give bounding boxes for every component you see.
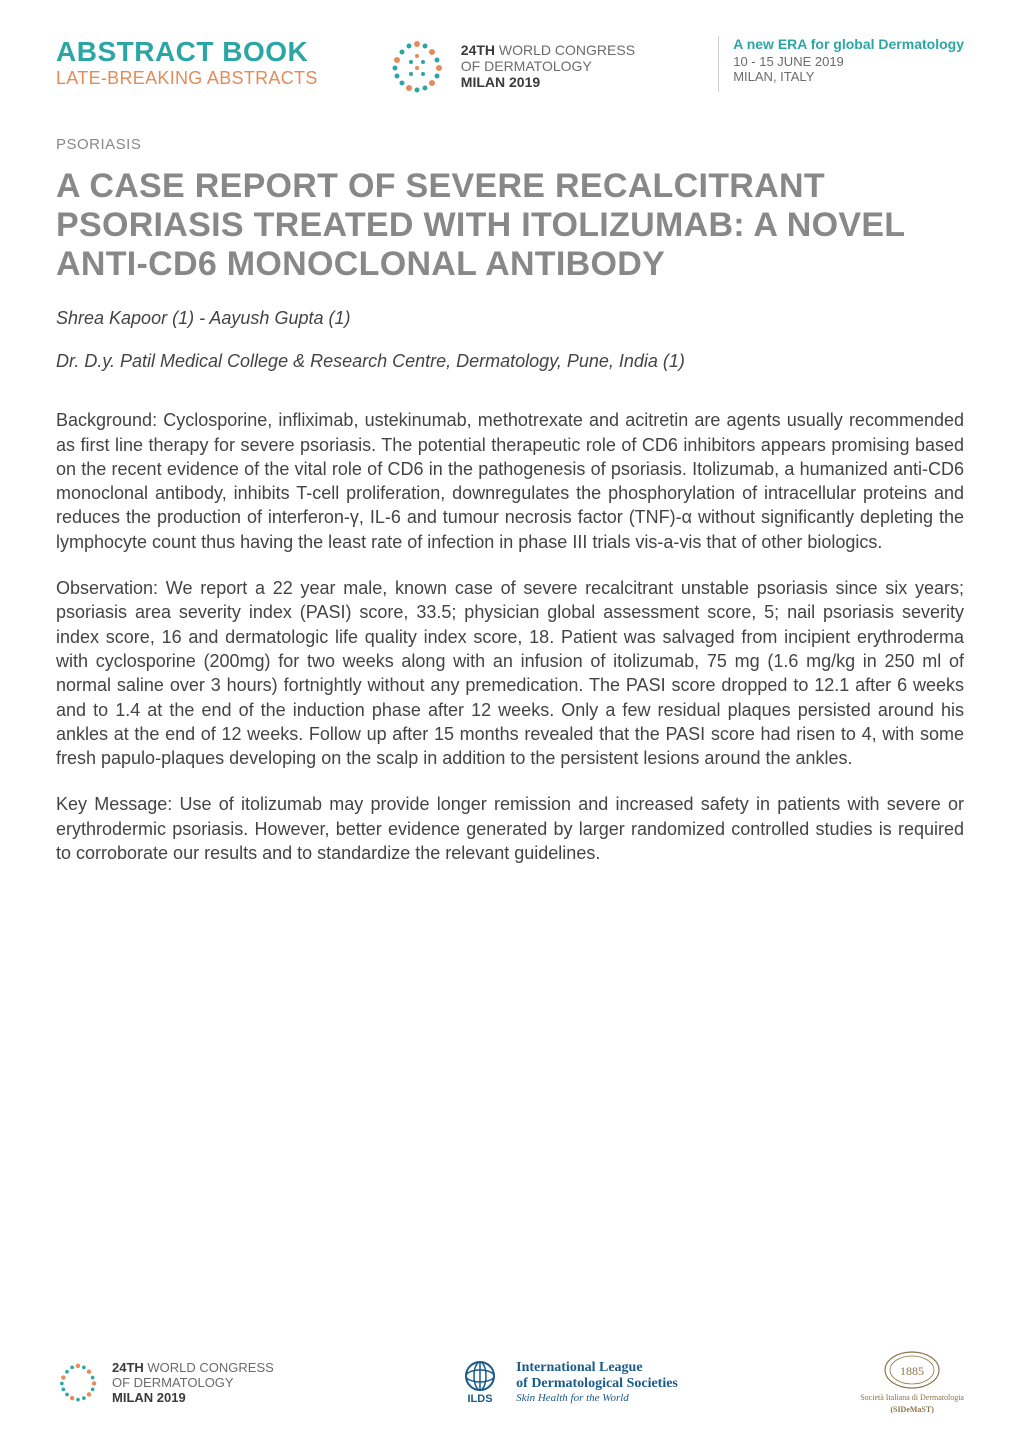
header-right: A new ERA for global Dermatology 10 - 15…	[733, 36, 964, 84]
footer-center-text: International League of Dermatological S…	[516, 1360, 678, 1404]
ilds-logo-icon: ILDS	[456, 1358, 504, 1406]
page-footer: 24TH WORLD CONGRESS OF DERMATOLOGY MILAN…	[56, 1350, 964, 1414]
paragraph-observation: Observation: We report a 22 year male, k…	[56, 576, 964, 770]
seal-year: 1885	[900, 1364, 924, 1378]
congress-dot-logo-icon	[387, 36, 447, 96]
header-separator	[718, 36, 719, 92]
ilds-line2: of Dermatological Societies	[516, 1376, 678, 1392]
abstract-title: A CASE REPORT OF SEVERE RECALCITRANT PSO…	[56, 167, 964, 284]
footer-left: 24TH WORLD CONGRESS OF DERMATOLOGY MILAN…	[56, 1360, 274, 1405]
affiliation-line: Dr. D.y. Patil Medical College & Researc…	[56, 351, 964, 372]
congress-line2: OF DERMATOLOGY	[461, 58, 635, 74]
congress-world: WORLD CONGRESS	[495, 42, 635, 58]
event-location: MILAN, ITALY	[733, 69, 964, 84]
header-right-wrap: A new ERA for global Dermatology 10 - 15…	[704, 36, 964, 92]
congress-line1: 24TH WORLD CONGRESS	[461, 42, 635, 58]
abstract-book-title: ABSTRACT BOOK	[56, 36, 318, 68]
sidemast-line1: Società Italiana di Dermatologia	[860, 1393, 964, 1402]
paragraph-background: Background: Cyclosporine, infliximab, us…	[56, 408, 964, 554]
footer-congress-line1: 24TH WORLD CONGRESS	[112, 1360, 274, 1375]
footer-24th: 24TH	[112, 1360, 144, 1375]
header-center-text: 24TH WORLD CONGRESS OF DERMATOLOGY MILAN…	[461, 42, 635, 90]
page-header: ABSTRACT BOOK LATE-BREAKING ABSTRACTS 24…	[56, 36, 964, 96]
sidemast-seal-icon: 1885	[883, 1350, 941, 1390]
paragraph-key-message: Key Message: Use of itolizumab may provi…	[56, 792, 964, 865]
abstract-category: PSORIASIS	[56, 136, 964, 153]
event-dates: 10 - 15 JUNE 2019	[733, 54, 964, 69]
header-left: ABSTRACT BOOK LATE-BREAKING ABSTRACTS	[56, 36, 318, 89]
congress-line3: MILAN 2019	[461, 74, 635, 90]
footer-congress-line2: OF DERMATOLOGY	[112, 1375, 274, 1390]
footer-right: 1885 Società Italiana di Dermatologia (S…	[860, 1350, 964, 1414]
late-breaking-subtitle: LATE-BREAKING ABSTRACTS	[56, 68, 318, 89]
header-center: 24TH WORLD CONGRESS OF DERMATOLOGY MILAN…	[387, 36, 635, 96]
congress-dot-logo-small-icon	[56, 1360, 100, 1404]
sidemast-line2: (SIDeMaST)	[890, 1405, 934, 1414]
footer-congress-line3: MILAN 2019	[112, 1390, 274, 1405]
footer-world: WORLD CONGRESS	[144, 1360, 274, 1375]
footer-left-text: 24TH WORLD CONGRESS OF DERMATOLOGY MILAN…	[112, 1360, 274, 1405]
authors-line: Shrea Kapoor (1) - Aayush Gupta (1)	[56, 308, 964, 329]
congress-24th: 24TH	[461, 42, 495, 58]
ilds-line1: International League	[516, 1360, 678, 1376]
footer-center: ILDS International League of Dermatologi…	[456, 1358, 678, 1406]
ilds-label-text: ILDS	[468, 1393, 493, 1405]
era-tagline: A new ERA for global Dermatology	[733, 36, 964, 52]
ilds-line3: Skin Health for the World	[516, 1392, 678, 1404]
